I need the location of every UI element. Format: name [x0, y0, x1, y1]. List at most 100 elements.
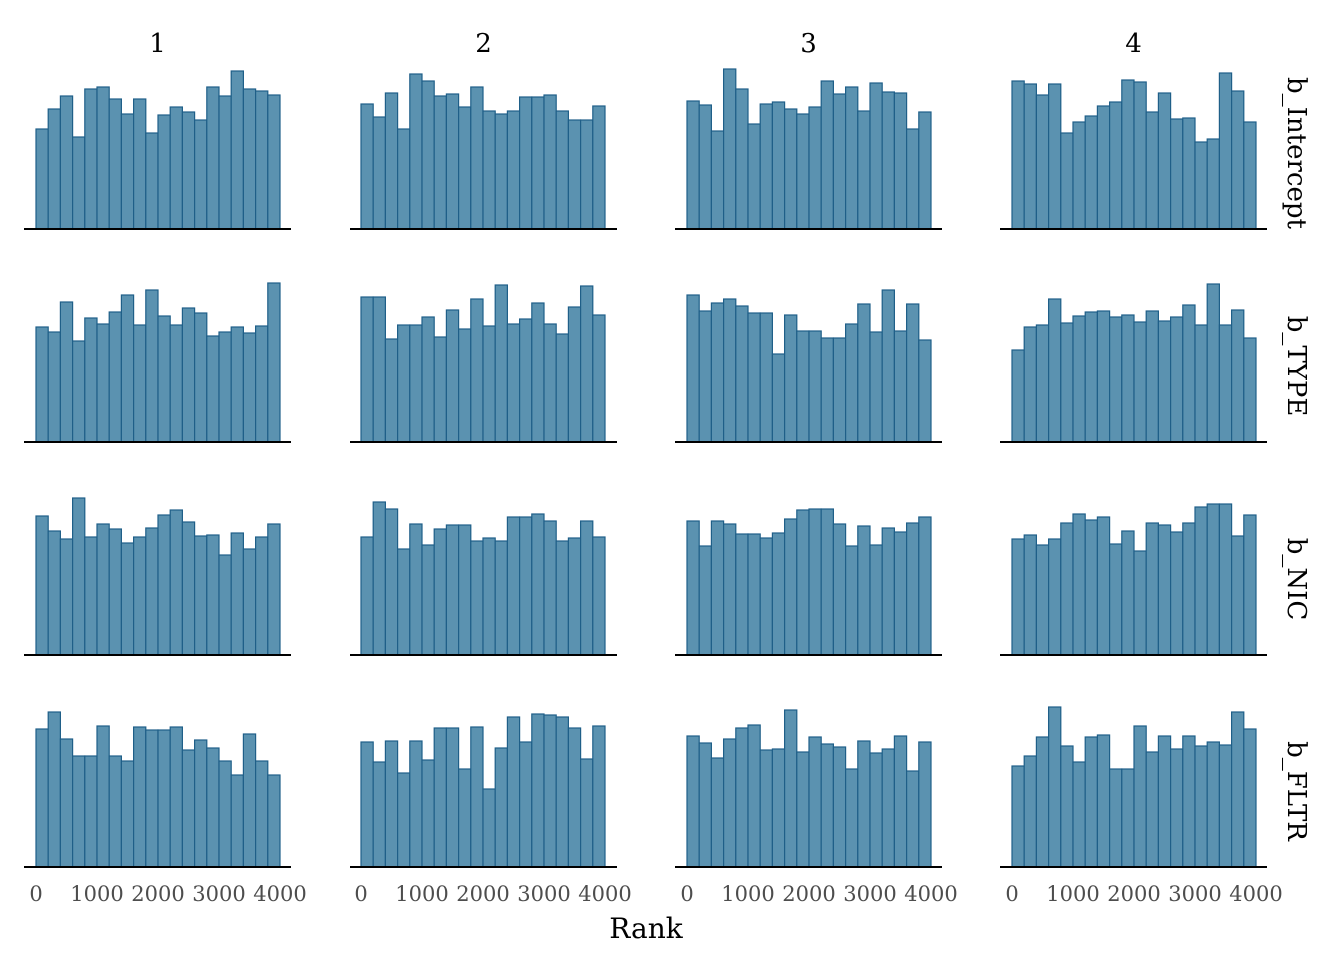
bar-b_FLTR-2-18 [579, 758, 594, 868]
bar-b_FLTR-2-12 [506, 716, 521, 868]
bar-b_Intercept-1-12 [181, 111, 196, 230]
bar-b_NIC-3-3 [722, 523, 737, 656]
bar-b_Intercept-1-15 [218, 95, 232, 230]
bar-b_NIC-2-9 [470, 540, 484, 656]
bar-b_Intercept-3-5 [747, 123, 761, 230]
column-title-1: 1 [149, 29, 166, 59]
bar-b_Intercept-3-12 [832, 93, 847, 230]
bar-b_Intercept-3-11 [820, 80, 835, 230]
bar-b_Intercept-1-1 [47, 108, 62, 230]
bar-b_TYPE-2-17 [567, 306, 582, 443]
bar-b_FLTR-4-14 [1182, 735, 1196, 868]
x-tick-label: 2000 [782, 882, 835, 906]
bar-b_Intercept-3-7 [771, 101, 786, 230]
bar-b_Intercept-4-17 [1218, 72, 1233, 230]
bar-b_TYPE-1-1 [47, 331, 62, 443]
bar-b_FLTR-2-11 [494, 747, 509, 868]
bar-b_NIC-4-15 [1194, 506, 1208, 656]
bar-b_FLTR-4-5 [1072, 761, 1086, 868]
bar-b_TYPE-2-9 [470, 298, 484, 443]
bar-b_Intercept-4-13 [1169, 118, 1184, 230]
bar-b_TYPE-4-5 [1072, 315, 1086, 443]
bar-b_NIC-2-13 [518, 516, 533, 656]
bar-b_TYPE-2-10 [482, 325, 496, 443]
bar-b_FLTR-3-1 [698, 742, 713, 868]
bar-b_Intercept-2-11 [494, 113, 509, 230]
bar-b_FLTR-2-16 [555, 716, 570, 868]
bar-b_Intercept-2-13 [518, 96, 533, 230]
bar-b_TYPE-3-4 [735, 305, 749, 443]
bar-b_TYPE-3-10 [808, 330, 822, 443]
x-tick-label: 4000 [904, 882, 957, 906]
bar-b_Intercept-4-18 [1230, 90, 1245, 230]
bar-b_TYPE-4-10 [1133, 321, 1147, 443]
panel-b_Intercept-1 [24, 70, 291, 230]
bar-b_NIC-1-10 [157, 514, 171, 656]
bar-b_NIC-1-2 [59, 538, 74, 656]
bar-b_TYPE-1-9 [145, 289, 159, 443]
panel-b_TYPE-3 [675, 289, 942, 443]
bar-b_NIC-2-15 [543, 520, 557, 656]
bar-b_TYPE-4-3 [1047, 298, 1062, 443]
bar-b_NIC-1-9 [145, 527, 159, 656]
bar-b_NIC-3-7 [771, 532, 786, 656]
bar-b_Intercept-1-4 [84, 88, 98, 230]
bar-b_NIC-3-11 [820, 508, 835, 656]
x-tick-label: 0 [29, 882, 42, 906]
bar-b_FLTR-2-17 [567, 727, 582, 868]
bar-b_TYPE-4-6 [1084, 311, 1098, 443]
bar-b_FLTR-1-13 [194, 739, 208, 868]
x-tick-label: 0 [354, 882, 367, 906]
bar-b_NIC-3-2 [710, 520, 725, 656]
bar-b_NIC-3-18 [905, 522, 920, 656]
x-tick-label: 4000 [1229, 882, 1282, 906]
bar-b_Intercept-1-7 [120, 113, 135, 230]
bar-b_TYPE-4-0 [1011, 349, 1025, 443]
bar-b_NIC-2-7 [445, 524, 460, 656]
bar-b_TYPE-4-1 [1023, 326, 1037, 443]
bar-b_NIC-4-2 [1035, 544, 1050, 656]
bar-b_FLTR-2-7 [445, 727, 460, 868]
bar-b_NIC-4-17 [1218, 503, 1233, 656]
panel-b_NIC-2 [350, 501, 617, 656]
bar-b_TYPE-2-8 [458, 328, 472, 443]
bar-b_Intercept-3-6 [759, 103, 774, 230]
bar-b_NIC-2-14 [531, 513, 545, 656]
panel-b_FLTR-4 [1000, 706, 1267, 868]
bar-b_Intercept-2-15 [543, 94, 557, 230]
bar-b_Intercept-4-16 [1206, 138, 1220, 230]
bar-b_Intercept-1-3 [71, 136, 86, 230]
bar-b_NIC-1-14 [206, 534, 220, 656]
bar-b_FLTR-3-11 [820, 743, 835, 868]
bar-b_Intercept-4-10 [1133, 81, 1147, 230]
bar-b_NIC-3-14 [857, 525, 871, 656]
bar-b_NIC-4-18 [1230, 535, 1245, 656]
bar-b_Intercept-1-17 [242, 88, 257, 230]
bar-b_NIC-3-8 [783, 518, 798, 656]
bar-b_FLTR-2-10 [482, 788, 496, 868]
bar-b_TYPE-4-8 [1108, 316, 1123, 443]
bar-b_TYPE-4-18 [1230, 309, 1245, 443]
bar-b_TYPE-4-9 [1121, 314, 1135, 443]
bar-b_TYPE-1-18 [255, 325, 269, 443]
bar-b_FLTR-3-19 [918, 741, 932, 868]
bar-b_Intercept-3-4 [735, 88, 749, 230]
bar-b_TYPE-3-1 [698, 310, 713, 443]
bar-b_FLTR-3-16 [881, 748, 896, 868]
bar-b_Intercept-4-12 [1157, 92, 1172, 230]
bar-b_FLTR-1-11 [169, 726, 183, 868]
bar-b_NIC-2-16 [555, 540, 570, 656]
bar-b_FLTR-4-13 [1169, 748, 1184, 868]
column-title-3: 3 [800, 29, 817, 59]
x-axis-title: Rank [609, 912, 683, 945]
bar-b_TYPE-4-17 [1218, 324, 1233, 443]
bar-b_Intercept-4-6 [1084, 115, 1098, 230]
panel-b_TYPE-1 [24, 282, 291, 443]
bar-b_FLTR-4-15 [1194, 745, 1208, 868]
bar-b_Intercept-2-0 [360, 103, 374, 230]
bar-b_TYPE-2-11 [494, 284, 509, 443]
bar-b_FLTR-3-9 [796, 751, 810, 868]
bar-b_NIC-4-0 [1011, 538, 1025, 656]
x-tick-label: 4000 [253, 882, 306, 906]
bar-b_TYPE-4-16 [1206, 283, 1220, 443]
